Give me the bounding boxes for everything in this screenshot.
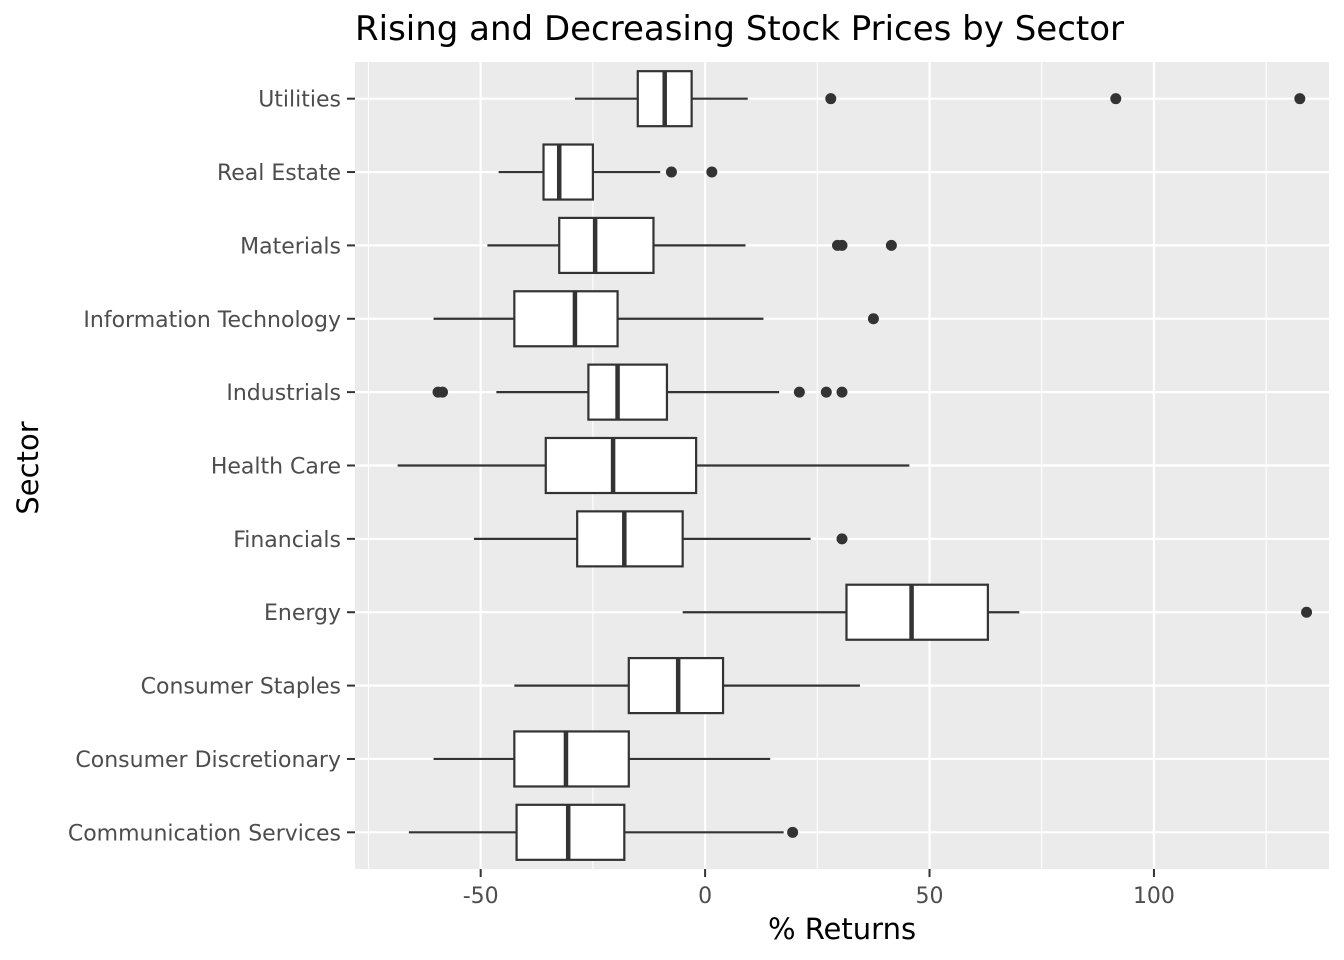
outlier-point — [836, 239, 848, 251]
y-tick-label: Consumer Discretionary — [75, 748, 341, 773]
outlier-point — [1301, 606, 1313, 618]
y-tick-label: Consumer Staples — [141, 675, 341, 700]
outlier-point — [437, 386, 449, 398]
box-group — [432, 363, 848, 421]
box-group — [397, 436, 910, 495]
iqr-box — [587, 363, 669, 421]
iqr-box — [513, 730, 630, 788]
outlier-point — [1294, 93, 1306, 105]
outlier-point — [885, 239, 897, 251]
iqr-box — [576, 510, 684, 568]
outlier-point — [820, 386, 832, 398]
outlier-point — [787, 826, 799, 838]
outlier-point — [1110, 93, 1122, 105]
chart-title: Rising and Decreasing Stock Prices by Se… — [355, 9, 1124, 49]
y-tick-label: Energy — [264, 601, 341, 626]
x-tick-label: 100 — [1133, 884, 1175, 909]
x-tick-label: 50 — [916, 884, 944, 909]
box-layer — [397, 70, 1313, 861]
box-group — [473, 510, 848, 568]
outlier-point — [665, 166, 677, 178]
box-group — [487, 216, 897, 275]
y-tick-label: Materials — [240, 234, 341, 259]
outlier-point — [825, 93, 837, 105]
iqr-box — [542, 143, 594, 201]
box-group — [498, 143, 718, 201]
box-group — [682, 583, 1313, 641]
y-tick-label: Financials — [233, 528, 341, 553]
box-group — [408, 803, 799, 861]
box-group — [433, 290, 879, 348]
iqr-box — [513, 290, 619, 348]
x-tick-label: 0 — [698, 884, 712, 909]
box-group — [514, 656, 860, 715]
y-tick-label: Communication Services — [68, 821, 341, 846]
box-group — [433, 730, 771, 788]
x-tick-label: -50 — [463, 884, 499, 909]
y-tick-label: Health Care — [211, 455, 341, 480]
y-tick-label: Real Estate — [217, 161, 341, 186]
x-axis-title: % Returns — [768, 912, 916, 946]
y-tick-label: Industrials — [226, 381, 341, 406]
y-axis: Communication Services Consumer Discretio… — [68, 88, 355, 846]
outlier-point — [867, 313, 879, 325]
outlier-point — [793, 386, 805, 398]
iqr-box — [558, 216, 655, 275]
outlier-point — [836, 386, 848, 398]
outlier-point — [706, 166, 718, 178]
box-group — [574, 70, 1306, 128]
x-axis: -50 0 50 100 — [463, 869, 1175, 909]
iqr-box — [845, 583, 989, 641]
iqr-box — [544, 436, 698, 495]
y-tick-label: Utilities — [258, 88, 341, 113]
y-tick-label: Information Technology — [83, 308, 341, 333]
outlier-point — [836, 533, 848, 545]
y-axis-title: Sector — [11, 421, 45, 514]
